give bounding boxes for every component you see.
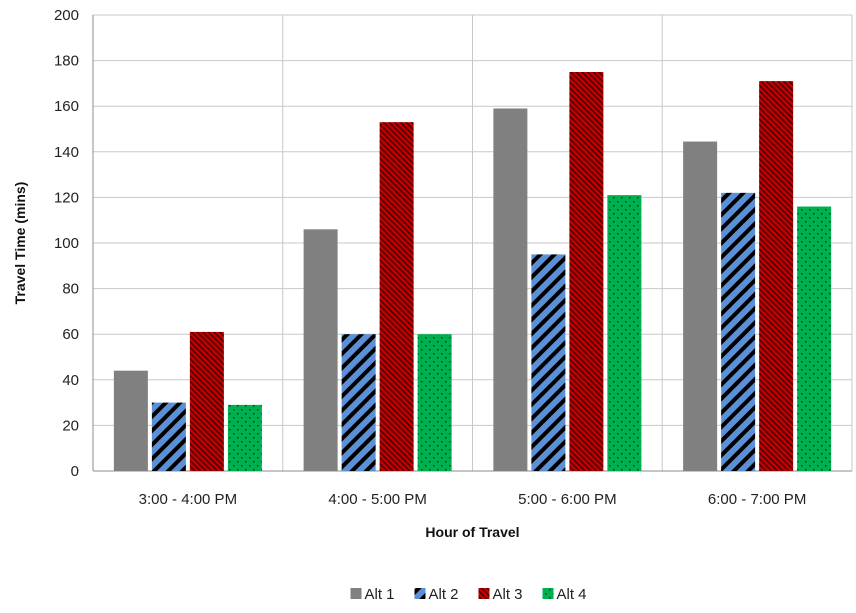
- y-tick-label: 100: [54, 235, 79, 252]
- legend-swatch-alt-2: [414, 588, 426, 599]
- bar-alt-2-1: [151, 402, 186, 471]
- legend-label: Alt 4: [557, 586, 587, 603]
- bar-alt-4-3: [607, 195, 642, 471]
- y-axis-title: Travel Time (mins): [12, 182, 28, 305]
- y-tick-label: 20: [62, 417, 79, 434]
- legend-swatch-alt-3: [478, 588, 490, 599]
- bar-alt-2-2: [341, 334, 376, 471]
- y-tick-label: 40: [62, 372, 79, 389]
- bar-alt-1-2: [303, 229, 338, 471]
- bar-alt-1-4: [683, 141, 718, 472]
- bar-alt-3-1: [189, 331, 224, 471]
- bar-alt-1-3: [493, 108, 528, 471]
- bar-alt-1-1: [113, 370, 148, 471]
- legend-label: Alt 1: [365, 586, 395, 603]
- y-tick-label: 160: [54, 98, 79, 115]
- legend-label: Alt 3: [493, 586, 523, 603]
- y-tick-label: 80: [62, 281, 79, 298]
- bar-alt-3-2: [379, 122, 414, 471]
- y-tick-label: 120: [54, 189, 79, 206]
- legend-swatch-alt-1: [350, 588, 362, 599]
- bar-alt-4-1: [227, 404, 262, 471]
- legend: Alt 1 Alt 2 Alt 3 Alt 4: [350, 586, 587, 603]
- bar-alt-2-3: [531, 254, 566, 471]
- tick-labels: 0 20 40 60 80 100 120 140 160 180 200 3:00 - 4:00 P…: [54, 7, 806, 508]
- bars: [113, 72, 832, 472]
- bar-alt-4-4: [797, 206, 832, 471]
- x-axis-title: Hour of Travel: [425, 524, 519, 540]
- x-tick-label: 4:00 - 5:00 PM: [328, 491, 426, 508]
- y-tick-label: 140: [54, 144, 79, 161]
- y-tick-label: 60: [62, 326, 79, 343]
- x-tick-label: 6:00 - 7:00 PM: [708, 491, 806, 508]
- bar-alt-3-4: [759, 81, 794, 472]
- y-tick-label: 200: [54, 7, 79, 24]
- legend-label: Alt 2: [429, 586, 459, 603]
- y-tick-label: 0: [71, 463, 79, 480]
- x-tick-label: 5:00 - 6:00 PM: [518, 491, 616, 508]
- bar-alt-3-3: [569, 72, 604, 471]
- y-tick-label: 180: [54, 53, 79, 70]
- bar-alt-2-4: [721, 192, 756, 471]
- bar-alt-4-2: [417, 334, 452, 471]
- legend-swatch-alt-4: [542, 588, 554, 599]
- x-tick-label: 3:00 - 4:00 PM: [139, 491, 237, 508]
